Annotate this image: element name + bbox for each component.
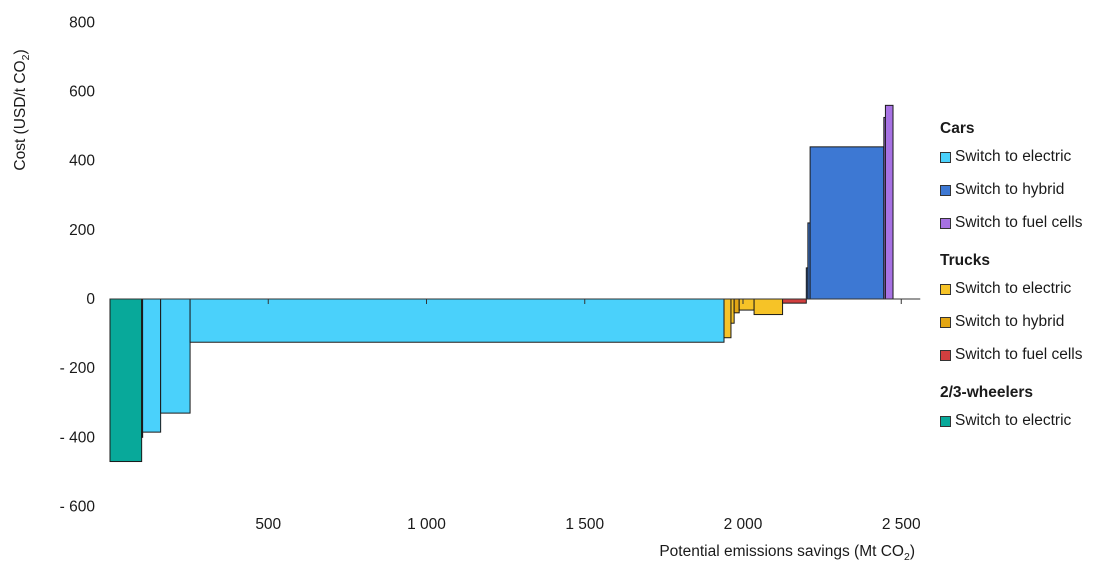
x-tick-label: 500: [255, 516, 281, 533]
bar-segment-6: [723, 298, 732, 339]
legend-item: Switch to electric: [940, 410, 1083, 432]
y-axis-title-main: Cost (USD/t CO: [12, 60, 29, 170]
y-tick-label: 400: [69, 153, 95, 170]
legend-group-title: Cars: [940, 120, 975, 137]
bar-segment-10: [753, 298, 784, 316]
legend-swatch: [940, 415, 951, 427]
bar-segment-1: [109, 298, 143, 463]
y-axis-title-end: ): [12, 49, 29, 54]
legend-label: Switch to electric: [955, 412, 1072, 429]
legend-swatch: [940, 316, 951, 328]
legend-label: Switch to hybrid: [955, 313, 1065, 330]
bars-layer: [109, 104, 894, 463]
legend-item: Switch to hybrid: [940, 311, 1083, 333]
bar-segment-16: [884, 104, 894, 300]
legend-label: Switch to fuel cells: [955, 214, 1083, 231]
legend: Cars Switch to electric Switch to hybrid Sw…: [940, 120, 1083, 450]
legend-swatch: [940, 349, 951, 361]
legend-label: Switch to fuel cells: [955, 346, 1083, 363]
bar-segment-14: [809, 146, 885, 300]
legend-swatch: [940, 151, 951, 163]
legend-item: Switch to fuel cells: [940, 212, 1083, 234]
x-axis-title-sub: 2: [904, 551, 910, 562]
y-axis-title: Cost (USD/t CO2): [12, 49, 32, 170]
legend-group-title: 2/3-wheelers: [940, 384, 1034, 401]
legend-item: Switch to hybrid: [940, 179, 1083, 201]
legend-label: Switch to electric: [955, 148, 1072, 165]
bar-segment-5: [189, 298, 725, 343]
legend-item: Switch to fuel cells: [940, 344, 1083, 366]
y-axis-title-sub: 2: [20, 54, 32, 60]
legend-item: Switch to electric: [940, 278, 1083, 300]
y-tick-label: - 400: [60, 429, 96, 446]
y-tick-label: 800: [69, 14, 95, 31]
x-tick-label: 1 000: [407, 516, 446, 533]
y-tick-label: 600: [69, 84, 95, 101]
y-tick-label: - 200: [60, 360, 96, 377]
y-tick-label: 200: [69, 222, 95, 239]
legend-item: Switch to electric: [940, 146, 1083, 168]
x-ticks: 500 1 000 1 500 2 000 2 500: [255, 299, 921, 533]
bar-segment-11: [782, 298, 807, 304]
legend-swatch: [940, 217, 951, 229]
bar-segment-9: [738, 298, 755, 311]
x-tick-label: 2 000: [724, 516, 763, 533]
x-axis-title-end: ): [910, 543, 915, 560]
legend-label: Switch to hybrid: [955, 181, 1065, 198]
legend-swatch: [940, 283, 951, 295]
x-axis-title-main: Potential emissions savings (Mt CO: [659, 543, 904, 560]
legend-label: Switch to electric: [955, 280, 1072, 297]
legend-group-title: Trucks: [940, 252, 990, 269]
x-tick-label: 2 500: [882, 516, 921, 533]
y-tick-label: - 600: [60, 498, 96, 515]
bar-segment-8: [733, 298, 740, 314]
y-tick-label: 0: [86, 291, 95, 308]
bar-segment-3: [142, 298, 162, 433]
x-tick-label: 1 500: [565, 516, 604, 533]
x-axis-title: Potential emissions savings (Mt CO2): [659, 543, 915, 562]
y-ticks: 800 600 400 200 0 - 200 - 400 - 600: [60, 14, 96, 515]
legend-swatch: [940, 184, 951, 196]
bar-segment-4: [160, 298, 191, 414]
